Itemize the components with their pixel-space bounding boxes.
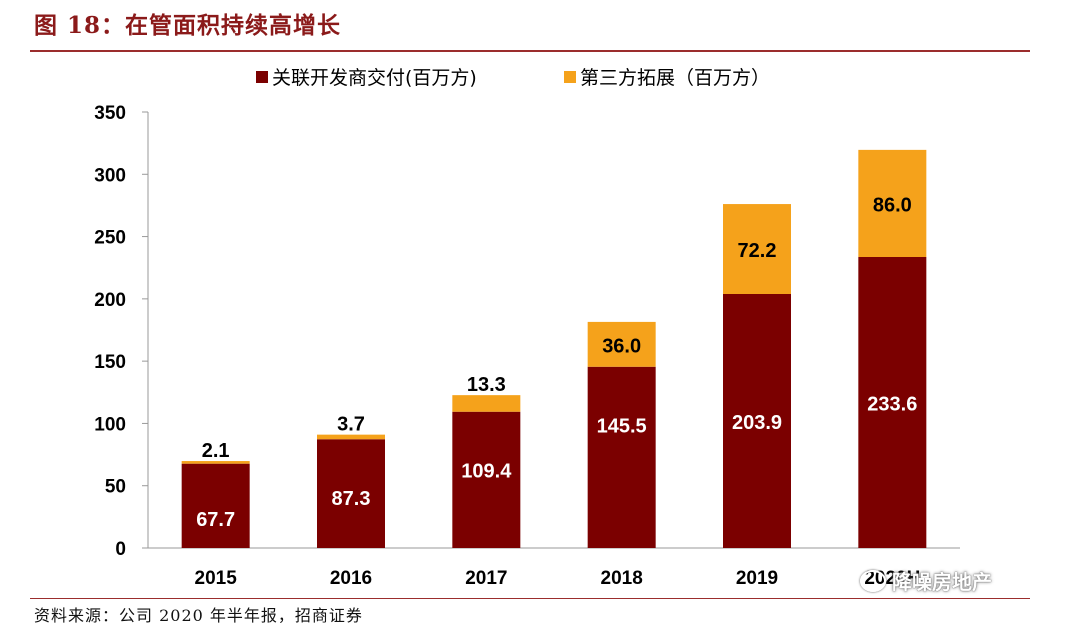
- bar-segment: [587, 366, 656, 548]
- legend: 关联开发商交付(百万方) 第三方拓展（百万方）: [256, 67, 770, 89]
- y-tick-label: 250: [94, 228, 126, 249]
- x-tick-label: 2016: [330, 568, 372, 589]
- x-tick-label: 2017: [465, 568, 507, 589]
- data-label: 203.9: [732, 412, 782, 434]
- bars: [181, 149, 927, 548]
- stacked-bar-chart: 关联开发商交付(百万方) 第三方拓展（百万方） 0 50 100 150 200 250 30…: [94, 67, 960, 589]
- data-label: 36.0: [602, 335, 641, 357]
- bar-segment: [317, 434, 385, 440]
- legend-label: 关联开发商交付(百万方): [272, 67, 477, 89]
- bar-segment: [317, 439, 385, 548]
- data-label: 87.3: [332, 488, 371, 510]
- y-tick-label: 200: [94, 290, 126, 311]
- data-label: 86.0: [873, 194, 912, 216]
- watermark-text: 降噪房地产: [892, 570, 992, 594]
- x-axis: 2015 2016 2017 2018 2019 2020H: [148, 547, 960, 589]
- y-tick-label: 100: [94, 414, 126, 435]
- data-label: 67.7: [196, 509, 235, 531]
- bar-segment: [452, 411, 521, 548]
- y-tick-label: 0: [115, 539, 126, 560]
- data-label: 145.5: [597, 416, 647, 438]
- y-tick-label: 350: [94, 103, 126, 124]
- data-label: 109.4: [461, 461, 512, 483]
- bar-segment: [858, 257, 927, 548]
- bar-segment: [858, 149, 927, 258]
- data-label: 72.2: [738, 240, 777, 262]
- data-label: 2.1: [202, 440, 230, 462]
- data-label: 3.7: [337, 414, 365, 436]
- x-tick-label: 2015: [195, 568, 238, 589]
- bar-segment: [723, 204, 791, 294]
- legend-label: 第三方拓展（百万方）: [580, 67, 770, 89]
- bar-segment: [723, 293, 791, 548]
- y-axis: 0 50 100 150 200 250 300 350: [94, 103, 149, 560]
- title-divider: [30, 50, 1030, 52]
- legend-swatch: [564, 71, 576, 83]
- footer-divider: [30, 598, 1030, 599]
- data-labels: 67.7 2.1 87.3 3.7 109.4 13.3 145.5 36.0 203.9 72.…: [196, 194, 917, 531]
- legend-swatch: [256, 71, 268, 83]
- bar-segment: [181, 461, 250, 464]
- data-label: 13.3: [467, 374, 506, 396]
- bar-segment: [587, 321, 656, 367]
- figure-title: 图 18：在管面积持续高增长: [34, 12, 342, 39]
- watermark: 降噪房地产: [860, 566, 992, 595]
- y-tick-label: 50: [105, 477, 126, 498]
- y-tick-label: 300: [94, 165, 126, 186]
- x-tick-label: 2018: [601, 568, 643, 589]
- wechat-icon: [860, 569, 886, 592]
- y-tick-label: 150: [94, 352, 126, 373]
- source-note: 资料来源：公司 2020 年半年报，招商证券: [34, 606, 363, 625]
- bar-segment: [181, 463, 250, 548]
- bar-segment: [452, 395, 521, 412]
- data-label: 233.6: [867, 394, 917, 416]
- x-tick-label: 2019: [736, 568, 778, 589]
